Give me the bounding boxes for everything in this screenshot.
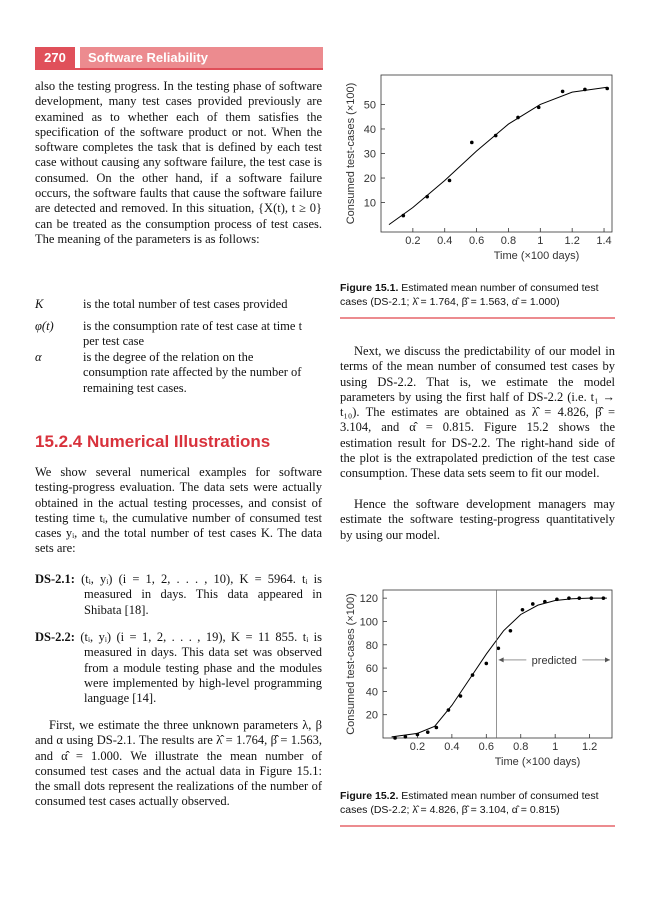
y-tick-label: 120 bbox=[360, 593, 378, 605]
data-point bbox=[543, 599, 547, 604]
definition: K is the total number of test cases prov… bbox=[35, 297, 322, 315]
data-point bbox=[403, 735, 408, 739]
x-tick-label: 0.4 bbox=[444, 741, 459, 753]
data-point bbox=[508, 628, 513, 633]
data-point bbox=[530, 602, 535, 606]
definition: α is the degree of the relation on the c… bbox=[35, 350, 322, 398]
paragraph: Next, we discuss the predictability of o… bbox=[340, 344, 615, 481]
page-number: 270 bbox=[35, 47, 75, 68]
x-tick-label: 0.8 bbox=[513, 741, 528, 753]
fitted-curve bbox=[391, 597, 607, 738]
caption-label: Figure 15.2. bbox=[340, 790, 399, 802]
data-point bbox=[425, 730, 430, 734]
y-tick-label: 60 bbox=[366, 663, 378, 675]
definition-text: is the consumption rate of test case at … bbox=[83, 319, 303, 349]
y-tick-label: 40 bbox=[364, 124, 376, 136]
dataset-text: (tᵢ, yᵢ) (i = 1, 2, . . . , 10), K = 596… bbox=[81, 572, 323, 617]
data-point bbox=[583, 87, 587, 92]
x-axis-label: Time (×100 days) bbox=[494, 250, 580, 262]
y-tick-label: 80 bbox=[366, 640, 378, 652]
arrow-head bbox=[498, 657, 504, 663]
x-tick-label: 0.2 bbox=[410, 741, 425, 753]
y-tick-label: 50 bbox=[364, 99, 376, 111]
data-point bbox=[434, 725, 439, 730]
x-tick-label: 1.2 bbox=[565, 235, 580, 247]
data-point bbox=[446, 708, 451, 712]
data-point bbox=[415, 732, 420, 737]
paragraph: We show several numerical examples for s… bbox=[35, 465, 322, 556]
data-point bbox=[536, 105, 541, 110]
plot-frame bbox=[382, 589, 613, 739]
x-tick-label: 1 bbox=[537, 235, 543, 247]
x-tick-label: 0.2 bbox=[405, 235, 420, 247]
caption-label: Figure 15.1. bbox=[340, 282, 399, 294]
definition-term: K bbox=[35, 297, 44, 311]
data-point bbox=[484, 661, 489, 666]
definition-term: α bbox=[35, 350, 42, 364]
data-point bbox=[493, 133, 498, 138]
y-axis-label: Consumed test-cases (×100) bbox=[345, 83, 357, 225]
data-point bbox=[393, 736, 397, 740]
running-title: Software Reliability bbox=[80, 47, 323, 68]
definition: φ(t) is the consumption rate of test cas… bbox=[35, 319, 322, 351]
fitted-curve bbox=[388, 86, 608, 226]
data-point bbox=[447, 178, 452, 183]
caption-text: Estimated mean number of consumed test c… bbox=[340, 790, 599, 816]
caption-rule bbox=[340, 825, 615, 827]
paragraph: First, we estimate the three unknown par… bbox=[35, 718, 322, 809]
figure-caption: Figure 15.1. Estimated mean number of co… bbox=[340, 281, 615, 309]
data-point bbox=[470, 140, 474, 145]
data-point bbox=[589, 596, 594, 600]
dataset-text: (tᵢ, yᵢ) (i = 1, 2, . . . , 19), K = 11 … bbox=[80, 630, 323, 706]
dataset: DS-2.1: (tᵢ, yᵢ) (i = 1, 2, . . . , 10),… bbox=[35, 572, 322, 618]
definition-text: is the total number of test cases provid… bbox=[83, 297, 288, 311]
definition-text: is the degree of the relation on the con… bbox=[83, 350, 302, 395]
data-point bbox=[401, 213, 406, 218]
x-tick-label: 1.4 bbox=[596, 235, 611, 247]
x-tick-label: 0.8 bbox=[501, 235, 516, 247]
data-point bbox=[458, 694, 463, 698]
dataset-label: DS-2.2: bbox=[35, 630, 75, 644]
data-point bbox=[520, 608, 525, 612]
data-point bbox=[496, 646, 501, 651]
paragraph: Hence the software development managers … bbox=[340, 497, 615, 542]
x-tick-label: 0.4 bbox=[437, 235, 452, 247]
dataset-label: DS-2.1: bbox=[35, 572, 75, 586]
data-point bbox=[470, 673, 475, 677]
data-point bbox=[567, 596, 571, 600]
y-tick-label: 20 bbox=[366, 710, 378, 722]
caption-text: Estimated mean number of consumed test c… bbox=[340, 282, 599, 308]
annotation: predicted bbox=[532, 655, 577, 667]
paragraph: also the testing progress. In the testin… bbox=[35, 79, 322, 246]
x-tick-label: 1.2 bbox=[582, 741, 597, 753]
plot-frame bbox=[380, 74, 613, 233]
caption-rule bbox=[340, 317, 615, 319]
section-heading: 15.2.4 Numerical Illustrations bbox=[35, 432, 271, 451]
arrow-head bbox=[605, 657, 610, 663]
x-tick-label: 0.6 bbox=[479, 741, 494, 753]
data-point bbox=[516, 115, 520, 120]
x-tick-label: 0.6 bbox=[469, 235, 484, 247]
data-point bbox=[601, 596, 606, 600]
definition-term: φ(t) bbox=[35, 319, 54, 333]
y-tick-label: 100 bbox=[360, 616, 378, 628]
x-axis-label: Time (×100 days) bbox=[495, 756, 581, 768]
y-tick-label: 40 bbox=[366, 686, 378, 698]
y-axis-label: Consumed test-cases (×100) bbox=[345, 593, 357, 735]
y-tick-label: 30 bbox=[364, 149, 376, 161]
y-tick-label: 20 bbox=[364, 173, 376, 185]
header-rule bbox=[35, 68, 323, 70]
dataset: DS-2.2: (tᵢ, yᵢ) (i = 1, 2, . . . , 19),… bbox=[35, 630, 322, 706]
x-tick-label: 1 bbox=[552, 741, 558, 753]
data-point bbox=[577, 596, 582, 600]
data-point bbox=[560, 89, 565, 94]
y-tick-label: 10 bbox=[364, 198, 376, 210]
data-point bbox=[605, 86, 610, 91]
data-point bbox=[425, 194, 430, 199]
figure-caption: Figure 15.2. Estimated mean number of co… bbox=[340, 789, 615, 817]
data-point bbox=[555, 597, 559, 602]
